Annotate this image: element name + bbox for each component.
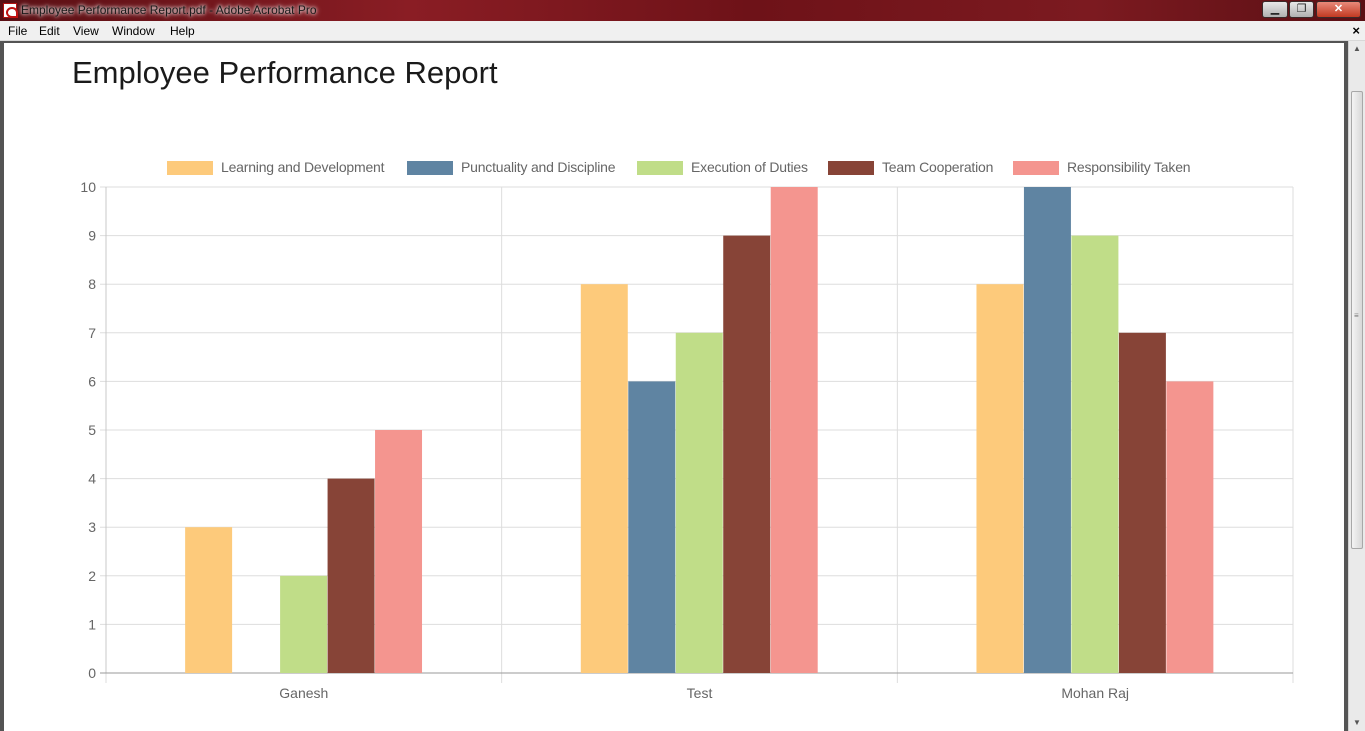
legend-label: Team Cooperation — [882, 159, 994, 175]
bar-test-series-0 — [580, 284, 628, 673]
menu-window[interactable]: Window — [112, 24, 155, 38]
menu-edit[interactable]: Edit — [39, 24, 60, 38]
legend-swatch — [1013, 161, 1059, 175]
bar-test-series-2 — [675, 332, 723, 673]
bar-mohan-raj-series-3 — [1118, 332, 1166, 673]
legend-swatch — [407, 161, 453, 175]
close-document-icon[interactable]: × — [1352, 23, 1360, 38]
bar-test-series-3 — [723, 235, 771, 673]
maximize-button[interactable]: ❐ — [1289, 1, 1314, 18]
bar-ganesh-series-4 — [375, 430, 423, 673]
menu-help[interactable]: Help — [170, 24, 195, 38]
bar-ganesh-series-0 — [185, 527, 233, 673]
legend-swatch — [167, 161, 213, 175]
y-tick-label: 7 — [88, 325, 96, 341]
menu-view[interactable]: View — [73, 24, 99, 38]
legend-swatch — [828, 161, 874, 175]
y-tick-label: 0 — [88, 665, 96, 681]
bar-ganesh-series-2 — [280, 575, 328, 673]
y-tick-label: 6 — [88, 373, 96, 389]
bar-mohan-raj-series-4 — [1166, 381, 1214, 673]
menu-file[interactable]: File — [8, 24, 28, 38]
x-tick-label: Mohan Raj — [1061, 685, 1129, 701]
chart-legend: Learning and Development Punctuality and… — [4, 159, 1344, 177]
scroll-thumb[interactable]: ≡ — [1351, 91, 1363, 549]
pdf-page: Employee Performance Report Learning and… — [4, 43, 1344, 731]
x-tick-label: Test — [687, 685, 713, 701]
scroll-down-icon[interactable]: ▼ — [1353, 718, 1361, 727]
y-tick-label: 3 — [88, 519, 96, 535]
legend-swatch — [637, 161, 683, 175]
y-tick-label: 4 — [88, 471, 96, 487]
legend-label: Punctuality and Discipline — [461, 159, 616, 175]
legend-label: Execution of Duties — [691, 159, 808, 175]
menu-bar: File Edit View Window Help × — [0, 21, 1365, 41]
y-tick-label: 5 — [88, 422, 96, 438]
y-tick-label: 8 — [88, 276, 96, 292]
scroll-up-icon[interactable]: ▲ — [1353, 44, 1361, 53]
close-window-button[interactable]: ✕ — [1316, 1, 1361, 18]
x-tick-label: Ganesh — [279, 685, 328, 701]
bar-test-series-4 — [770, 187, 818, 673]
bar-mohan-raj-series-2 — [1071, 235, 1119, 673]
bar-mohan-raj-series-1 — [1023, 187, 1071, 673]
performance-bar-chart: 0 1 2 3 4 5 6 7 8 9 10 Ganesh Test Mohan Raj — [80, 179, 1294, 701]
y-tick-label: 2 — [88, 568, 96, 584]
grip-icon: ≡ — [1354, 311, 1359, 320]
acrobat-app-icon[interactable] — [3, 3, 18, 18]
legend-label: Responsibility Taken — [1067, 159, 1191, 175]
window-title-bar: Employee Performance Report.pdf - Adobe … — [0, 0, 1365, 21]
minimize-button[interactable]: ▁ — [1262, 1, 1288, 18]
y-tick-label: 9 — [88, 228, 96, 244]
bar-ganesh-series-3 — [327, 478, 375, 673]
document-view: Employee Performance Report Learning and… — [0, 41, 1365, 731]
vertical-scrollbar[interactable]: ▲ ≡ ▼ — [1348, 41, 1365, 731]
y-tick-label: 1 — [88, 616, 96, 632]
report-title: Employee Performance Report — [72, 55, 498, 90]
bar-mohan-raj-series-0 — [976, 284, 1024, 673]
bar-test-series-1 — [628, 381, 676, 673]
window-title: Employee Performance Report.pdf - Adobe … — [21, 3, 317, 17]
legend-label: Learning and Development — [221, 159, 385, 175]
y-tick-label: 10 — [80, 179, 96, 195]
